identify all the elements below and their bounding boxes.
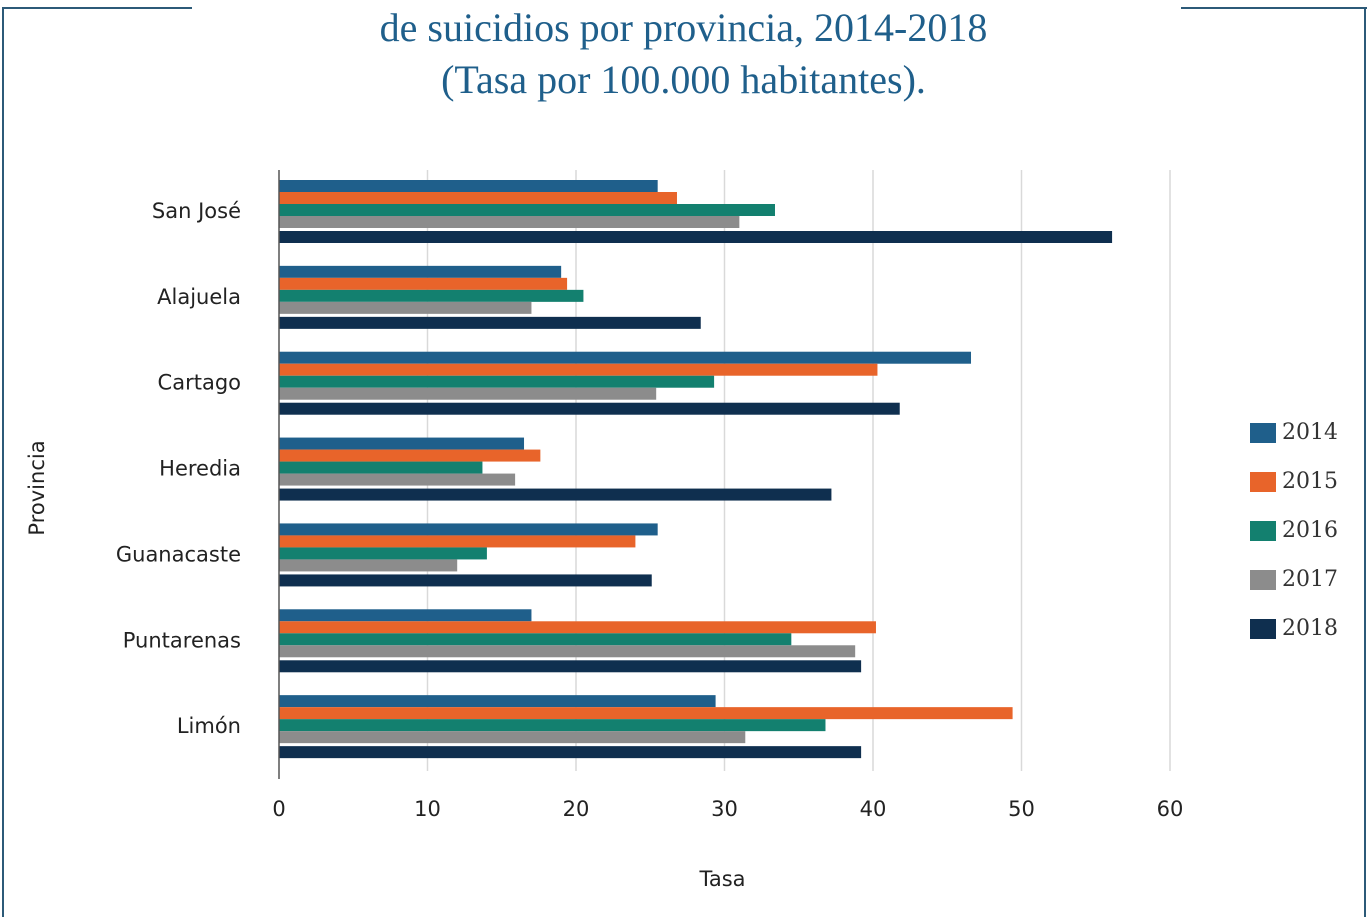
- bar-2016: [279, 289, 584, 302]
- frame-top-left-line: [2, 7, 192, 9]
- x-tick-label: 20: [563, 797, 590, 821]
- x-axis-title: Tasa: [698, 867, 745, 891]
- y-category-label: Cartago: [158, 371, 241, 395]
- legend-label: 2018: [1282, 616, 1338, 641]
- bar-2017: [279, 645, 856, 658]
- legend-label: 2016: [1282, 518, 1338, 543]
- bar-2017: [279, 731, 746, 744]
- bar-2015: [279, 449, 541, 462]
- legend-swatch: [1250, 422, 1276, 443]
- bar-2017: [279, 473, 516, 486]
- bar-2015: [279, 192, 677, 204]
- legend-label: 2014: [1282, 420, 1338, 445]
- bar-2014: [279, 437, 525, 450]
- bar-2017: [279, 559, 458, 572]
- bar-2018: [279, 316, 701, 329]
- legend-item-2017: 2017: [1250, 555, 1360, 604]
- bar-2016: [279, 547, 487, 560]
- legend-item-2015: 2015: [1250, 457, 1360, 506]
- bar-2015: [279, 535, 636, 548]
- bar-2014: [279, 351, 972, 364]
- x-tick-label: 40: [860, 797, 887, 821]
- legend-item-2018: 2018: [1250, 604, 1360, 653]
- legend-item-2014: 2014: [1250, 408, 1360, 457]
- legend-swatch: [1250, 569, 1276, 590]
- bar-2014: [279, 695, 716, 708]
- bar-2014: [279, 523, 658, 536]
- legend-swatch: [1250, 520, 1276, 541]
- bar-2015: [279, 277, 568, 290]
- bar-2016: [279, 461, 483, 474]
- bar-2014: [279, 180, 658, 192]
- bar-2018: [279, 231, 1113, 243]
- y-category-label: Guanacaste: [116, 542, 241, 566]
- bar-2016: [279, 375, 715, 388]
- frame-top-right-line: [1181, 7, 1367, 9]
- y-category-label: Limón: [177, 714, 241, 738]
- labels: 0 10 20 30 40 50 60 San José Alajuela Cartago Here…: [25, 199, 1183, 891]
- gridlines: [426, 170, 1171, 771]
- bar-2018: [279, 488, 832, 501]
- legend-label: 2017: [1282, 567, 1338, 592]
- legend-item-2016: 2016: [1250, 506, 1360, 555]
- legend-label: 2015: [1282, 469, 1338, 494]
- legend: 2014 2015 2016 2017 2018: [1250, 408, 1360, 653]
- y-category-label: Puntarenas: [123, 628, 241, 652]
- chart-title-line-2: (Tasa por 100.000 habitantes).: [441, 57, 926, 102]
- y-category-label: Heredia: [159, 457, 241, 481]
- y-category-label: Alajuela: [157, 285, 241, 309]
- bars: [279, 180, 1113, 759]
- bar-2018: [279, 660, 862, 673]
- bar-2018: [279, 574, 652, 587]
- bar-2016: [279, 204, 775, 216]
- bar-2016: [279, 719, 826, 732]
- chart-title-line-1: de suicidios por provincia, 2014-2018: [379, 5, 988, 50]
- bar-2018: [279, 402, 900, 415]
- bar-2015: [279, 621, 876, 634]
- x-tick-label: 60: [1157, 797, 1184, 821]
- legend-swatch: [1250, 618, 1276, 639]
- x-tick-label: 50: [1008, 797, 1035, 821]
- bar-2018: [279, 746, 862, 759]
- y-axis-title: Provincia: [25, 440, 49, 535]
- frame-left-line: [2, 7, 4, 917]
- bar-2016: [279, 633, 792, 646]
- bar-2014: [279, 609, 532, 622]
- legend-swatch: [1250, 471, 1276, 492]
- x-tick-label: 0: [272, 797, 285, 821]
- frame-right-line: [1364, 7, 1366, 917]
- x-tick-label: 30: [711, 797, 738, 821]
- bar-2015: [279, 707, 1013, 720]
- y-category-label: San José: [152, 199, 241, 223]
- x-tick-label: 10: [414, 797, 441, 821]
- bar-2015: [279, 363, 878, 376]
- bar-2017: [279, 387, 657, 400]
- bar-2014: [279, 265, 562, 278]
- bar-2017: [279, 216, 740, 228]
- bar-2017: [279, 301, 532, 314]
